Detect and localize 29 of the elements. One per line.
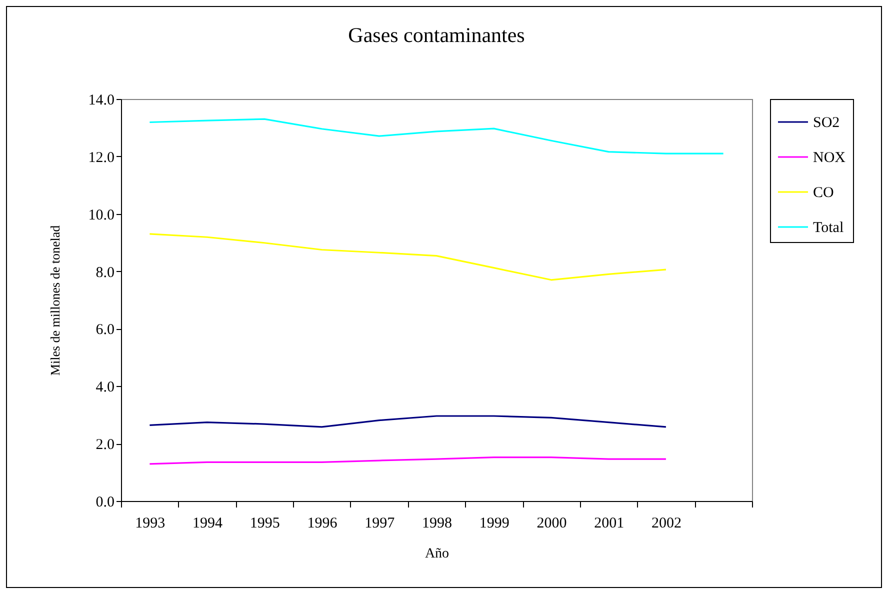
legend-label: CO xyxy=(813,185,834,201)
y-tick-label: 12.0 xyxy=(88,150,114,166)
y-tick-label: 4.0 xyxy=(96,380,114,396)
y-axis-title: Miles de millones de tonelad xyxy=(47,224,62,376)
y-tick-label: 2.0 xyxy=(96,437,114,454)
x-tick-label: 1996 xyxy=(307,516,338,532)
line-series xyxy=(148,233,667,281)
y-tick-label: 14.0 xyxy=(88,92,114,108)
line-series xyxy=(148,415,667,428)
chart-title: Gases contaminantes xyxy=(348,23,525,47)
x-tick-label: 1993 xyxy=(135,516,166,532)
x-tick-label: 1994 xyxy=(192,516,224,532)
x-tick-label: 1999 xyxy=(479,516,510,532)
legend-label: SO2 xyxy=(813,115,840,131)
x-tick-label: 1997 xyxy=(364,516,396,532)
legend-label: Total xyxy=(813,220,844,236)
y-tick-label: 6.0 xyxy=(96,322,114,338)
x-axis-title: Año xyxy=(424,546,450,562)
y-tick-label: 10.0 xyxy=(88,207,114,224)
y-tick-label: 8.0 xyxy=(96,264,114,281)
legend-label: NOX xyxy=(813,150,846,166)
x-tick-label: 2002 xyxy=(651,516,682,532)
line-series xyxy=(148,456,667,465)
x-tick-label: 2001 xyxy=(594,516,624,532)
line-series xyxy=(148,118,724,154)
x-tick-label: 1998 xyxy=(422,516,452,532)
x-tick-label: 1995 xyxy=(250,516,280,532)
y-tick-label: 0.0 xyxy=(96,494,114,510)
x-tick-label: 2000 xyxy=(536,516,567,532)
